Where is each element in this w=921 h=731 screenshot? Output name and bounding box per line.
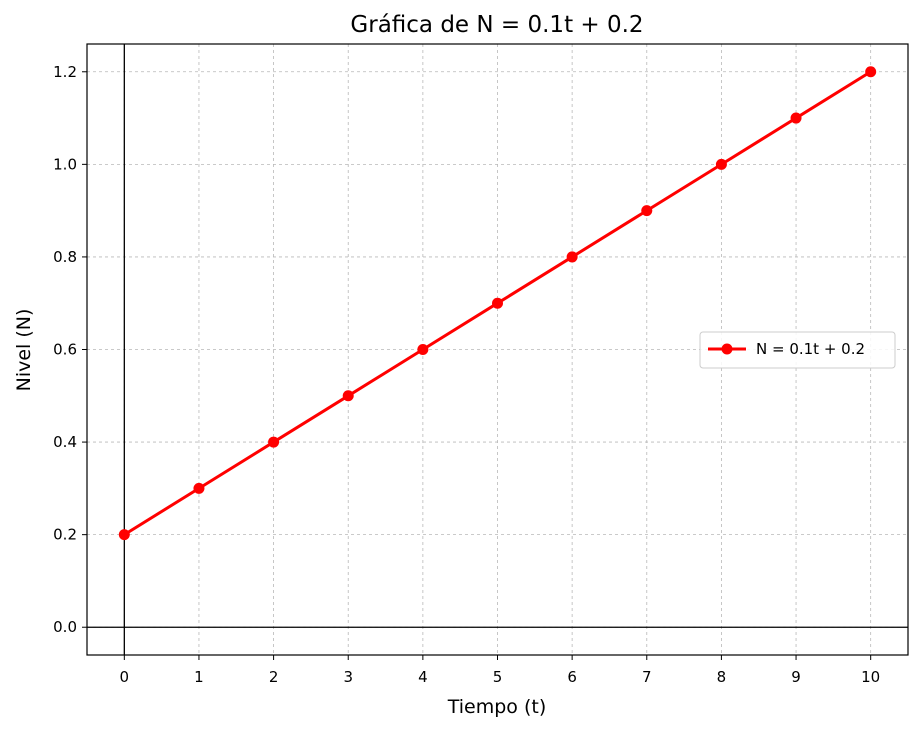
y-tick-label: 0.2 — [53, 526, 77, 544]
data-point — [790, 112, 802, 124]
x-tick-label: 4 — [418, 668, 428, 686]
chart-title: Gráfica de N = 0.1t + 0.2 — [350, 12, 643, 38]
legend-marker-swatch — [721, 343, 733, 355]
x-tick-label: 3 — [343, 668, 353, 686]
data-point — [492, 297, 503, 309]
legend-label: N = 0.1t + 0.2 — [756, 340, 865, 358]
data-point — [715, 158, 727, 170]
y-tick-label: 1.0 — [53, 155, 77, 173]
x-tick-label: 10 — [861, 668, 880, 686]
data-point — [193, 482, 205, 494]
x-tick-label: 0 — [120, 668, 130, 686]
x-tick-label: 9 — [791, 668, 801, 686]
data-point — [865, 66, 877, 78]
y-tick-label: 1.2 — [53, 63, 77, 81]
data-point — [342, 390, 354, 402]
y-tick-label: 0.0 — [53, 618, 77, 636]
y-tick-label: 0.4 — [53, 433, 77, 451]
legend: N = 0.1t + 0.2 — [699, 331, 896, 369]
x-tick-label: 1 — [194, 668, 204, 686]
y-axis-label: Nivel (N) — [13, 309, 35, 392]
x-axis-ticks: 0 1 2 3 4 5 6 7 8 9 10 — [120, 655, 880, 686]
data-point — [641, 205, 653, 217]
data-point — [566, 251, 578, 263]
y-axis-ticks: 0.0 0.2 0.4 0.6 0.8 1.0 1.2 — [53, 63, 87, 636]
series-layer — [118, 66, 877, 541]
x-tick-label: 8 — [717, 668, 727, 686]
x-tick-label: 2 — [269, 668, 279, 686]
data-point — [268, 436, 280, 448]
x-tick-label: 7 — [642, 668, 652, 686]
x-tick-label: 6 — [567, 668, 577, 686]
data-point — [417, 344, 429, 355]
y-tick-label: 0.8 — [53, 248, 77, 266]
y-tick-label: 0.6 — [53, 341, 77, 359]
legend-box — [699, 331, 896, 369]
x-axis-label: Tiempo (t) — [447, 696, 547, 718]
data-point — [118, 529, 130, 541]
reference-lines — [87, 44, 908, 655]
x-tick-label: 5 — [493, 668, 503, 686]
